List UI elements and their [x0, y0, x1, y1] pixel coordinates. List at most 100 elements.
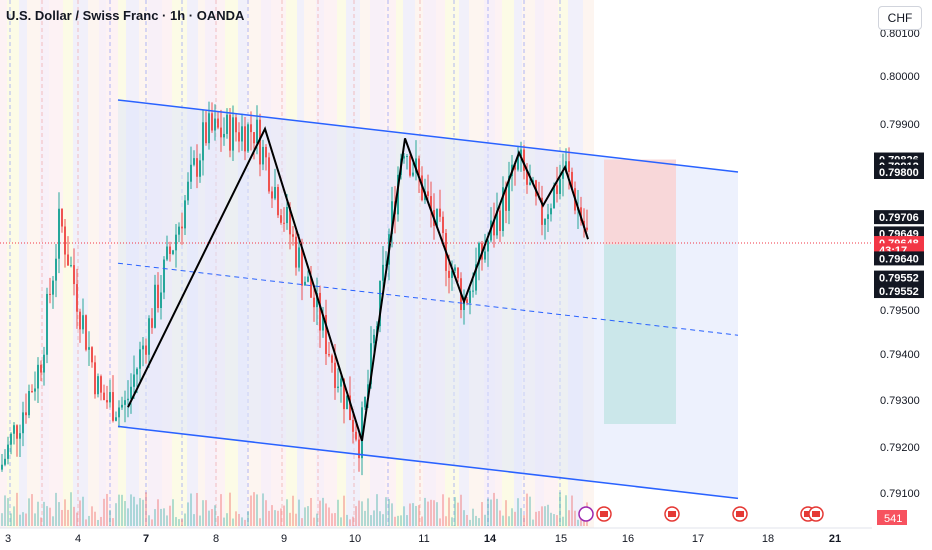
volume-bar [355, 506, 357, 526]
volume-bar [445, 516, 447, 526]
volume-bar [529, 496, 531, 526]
price-tick-label: 0.79900 [880, 119, 920, 131]
candle-body [238, 132, 240, 142]
candle-body [304, 281, 306, 286]
volume-bar [19, 514, 21, 526]
volume-bar [511, 508, 513, 526]
candle-body [565, 161, 567, 173]
volume-bar [424, 497, 426, 526]
candle-body [271, 191, 273, 199]
volume-bar [13, 506, 15, 526]
candle-body [265, 146, 267, 158]
volume-bar [28, 498, 30, 526]
time-tick-label: 17 [692, 533, 704, 545]
volume-bar [328, 507, 330, 526]
candle-body [472, 290, 474, 292]
candle-body [241, 126, 243, 142]
candle-body [310, 276, 312, 298]
volume-bar [451, 517, 453, 526]
volume-bar [553, 514, 555, 526]
volume-bar [577, 519, 579, 526]
candle-body [118, 407, 120, 418]
volume-bar [454, 497, 456, 526]
candle-body [22, 412, 24, 434]
candle-body [352, 419, 354, 432]
candle-body [199, 160, 201, 177]
candle-body [319, 292, 321, 331]
candle-body [313, 297, 315, 308]
volume-bar [76, 512, 78, 526]
us-flag-icon [736, 511, 744, 517]
candle-body [562, 172, 564, 179]
candle-body [343, 378, 345, 410]
volume-bar [100, 516, 102, 526]
candle-body [439, 208, 441, 217]
volume-bar [502, 515, 504, 526]
volume-bar [151, 519, 153, 526]
price-label-bg [874, 210, 924, 225]
time-tick-label: 18 [762, 533, 774, 545]
price-tick-label: 0.80100 [880, 28, 920, 40]
volume-bar [136, 504, 138, 526]
time-tick-label: 16 [622, 533, 634, 545]
candle-body [130, 386, 132, 399]
us-flag-icon [668, 511, 676, 517]
stop-loss-zone [604, 159, 676, 245]
volume-bar [277, 510, 279, 526]
candle-body [586, 227, 588, 230]
candle-body [76, 284, 78, 312]
volume-bar [334, 513, 336, 526]
candle-body [466, 299, 468, 303]
volume-badge-bg [877, 510, 907, 525]
candle-body [52, 280, 54, 295]
candle-body [208, 113, 210, 144]
volume-bar [118, 494, 120, 526]
volume-bar [91, 506, 93, 526]
candle-body [163, 259, 165, 293]
volume-bar [508, 516, 510, 526]
candle-body [136, 368, 138, 375]
candle-body [103, 392, 105, 401]
session-band [19, 0, 27, 528]
volume-bar [343, 495, 345, 526]
candle-body [496, 210, 498, 236]
volume-bar [106, 493, 108, 526]
candle-body [10, 433, 12, 445]
candle-body [49, 293, 51, 295]
candle-body [550, 208, 552, 215]
volume-bar [436, 502, 438, 526]
price-label-bg [874, 165, 924, 179]
volume-bar [58, 502, 60, 526]
candle-body [247, 124, 249, 152]
time-tick-label: 3 [5, 533, 11, 545]
volume-bar [565, 495, 567, 526]
price-label: 43:17 [879, 245, 907, 257]
price-tick-label: 0.79500 [880, 305, 920, 317]
candle-body [556, 185, 558, 194]
volume-bar [409, 503, 411, 526]
candle-body [235, 117, 237, 133]
volume-bar [109, 509, 111, 526]
candle-body [97, 376, 99, 395]
volume-bar [208, 510, 210, 526]
candle-body [82, 315, 84, 330]
volume-bar [172, 499, 174, 526]
candle-body [358, 439, 360, 459]
candle-body [505, 187, 507, 211]
currency-button[interactable]: CHF [878, 6, 922, 30]
candle-body [418, 158, 420, 176]
volume-bar [544, 506, 546, 526]
candle-body [157, 284, 159, 308]
candle-body [328, 354, 330, 356]
candle-body [190, 164, 192, 182]
candle-body [25, 412, 27, 416]
price-label: 0.79800 [879, 167, 919, 179]
volume-bar [358, 500, 360, 526]
volume-bar [160, 508, 162, 526]
volume-bar [310, 497, 312, 526]
candle-body [181, 226, 183, 229]
volume-bar [85, 519, 87, 526]
candle-body [526, 170, 528, 185]
volume-bar [514, 511, 516, 526]
